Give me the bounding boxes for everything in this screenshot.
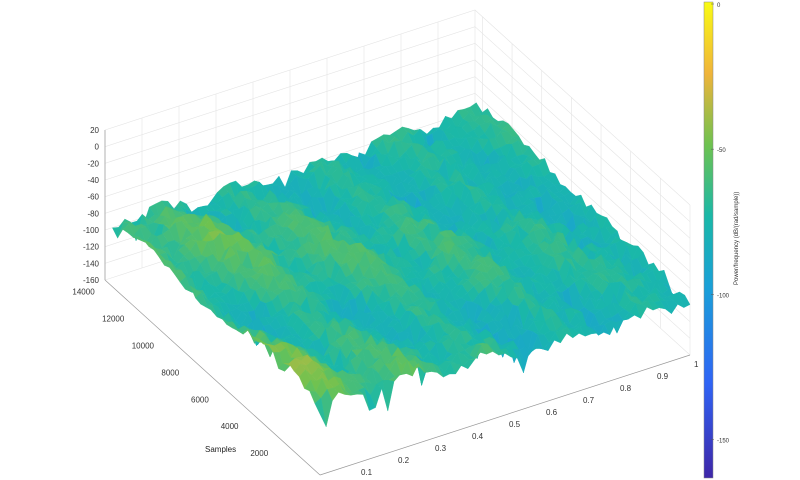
x-tick-label: 0.1 bbox=[361, 468, 373, 477]
surface bbox=[112, 102, 691, 427]
x-tick-label: 1 bbox=[694, 360, 699, 369]
x-tick-label: 0.3 bbox=[435, 444, 447, 453]
y-axis-line bbox=[104, 279, 321, 476]
z-tick-label: -120 bbox=[83, 243, 100, 252]
y-tick-label: 12000 bbox=[102, 315, 125, 324]
surface-patch bbox=[314, 397, 327, 427]
colorbar-tick-label: -100 bbox=[717, 293, 730, 299]
colorbar-tick-label: -50 bbox=[717, 148, 726, 154]
colorbar bbox=[703, 1, 714, 479]
x-tick-label: 0.8 bbox=[620, 384, 632, 393]
y-tick-label: 4000 bbox=[221, 422, 239, 431]
colorbar-tick-label: 0 bbox=[717, 3, 721, 9]
y-tick-label: 8000 bbox=[161, 368, 179, 377]
y-tick-label: 2000 bbox=[250, 449, 268, 458]
z-tick-label: -20 bbox=[87, 159, 99, 168]
y-tick-label: 6000 bbox=[191, 395, 209, 404]
x-axis-line bbox=[319, 354, 691, 476]
x-tick-label: 0.9 bbox=[657, 372, 669, 381]
x-tick-label: 0.4 bbox=[472, 432, 484, 441]
z-tick-label: -60 bbox=[87, 193, 99, 202]
y-tick-label: 14000 bbox=[72, 288, 95, 297]
x-tick-label: 0.5 bbox=[509, 420, 521, 429]
z-tick-label: -100 bbox=[83, 226, 100, 235]
x-tick-label: 0.7 bbox=[583, 396, 595, 405]
z-tick-label: -40 bbox=[87, 176, 99, 185]
colorbar-ticks: 0 -50 -100 -150 bbox=[711, 3, 730, 444]
y-tick-label: 10000 bbox=[132, 342, 155, 351]
colorbar-label: Power/frequency (dB/(rad/sample)) bbox=[734, 192, 740, 285]
z-tick-label: -80 bbox=[87, 209, 99, 218]
axes-grid bbox=[104, 9, 691, 356]
axis-ticks: 0.10.20.30.40.50.60.70.80.91200040006000… bbox=[72, 126, 699, 477]
y-axis-label: Samples bbox=[205, 445, 236, 454]
x-tick-label: 0.6 bbox=[546, 408, 558, 417]
colorbar-tick-label: -150 bbox=[717, 438, 730, 444]
z-tick-label: -140 bbox=[83, 259, 100, 268]
x-tick-label: 0.2 bbox=[398, 456, 410, 465]
z-tick-label: -160 bbox=[83, 276, 100, 285]
z-tick-label: 0 bbox=[95, 143, 100, 152]
z-tick-label: 20 bbox=[90, 126, 99, 135]
